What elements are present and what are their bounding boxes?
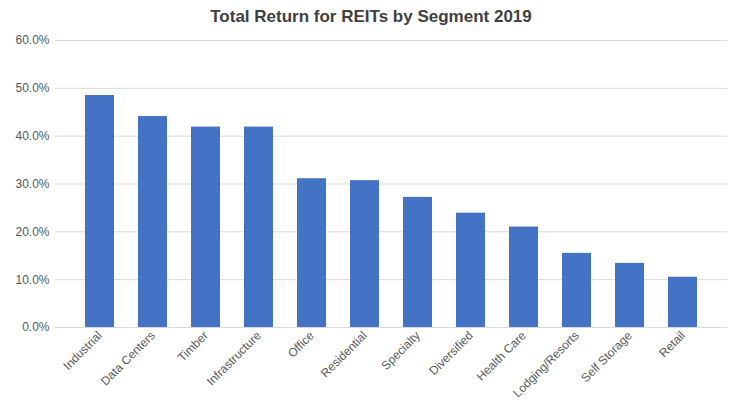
svg-text:Retail: Retail xyxy=(656,328,688,360)
svg-text:Diversified: Diversified xyxy=(426,328,476,378)
svg-text:0.0%: 0.0% xyxy=(22,320,50,334)
svg-text:40.0%: 40.0% xyxy=(15,129,49,143)
svg-text:30.0%: 30.0% xyxy=(15,177,49,191)
svg-text:Residential: Residential xyxy=(318,328,370,380)
svg-text:Specialty: Specialty xyxy=(378,328,422,372)
svg-text:Self Storage: Self Storage xyxy=(578,328,635,385)
svg-text:Lodging/Resorts: Lodging/Resorts xyxy=(510,328,582,400)
svg-text:Timber: Timber xyxy=(175,328,211,364)
svg-text:Infrastructure: Infrastructure xyxy=(204,328,264,388)
svg-text:Office: Office xyxy=(285,328,317,360)
svg-text:10.0%: 10.0% xyxy=(15,273,49,287)
svg-text:Health Care: Health Care xyxy=(474,328,529,383)
svg-text:60.0%: 60.0% xyxy=(15,33,49,47)
svg-text:50.0%: 50.0% xyxy=(15,81,49,95)
svg-text:Industrial: Industrial xyxy=(60,328,104,372)
svg-text:Data Centers: Data Centers xyxy=(98,328,158,388)
html-text:Total Return for REITs by Segm: Total Return for REITs by Segment 2019 xyxy=(210,7,532,26)
svg-text:20.0%: 20.0% xyxy=(15,225,49,239)
